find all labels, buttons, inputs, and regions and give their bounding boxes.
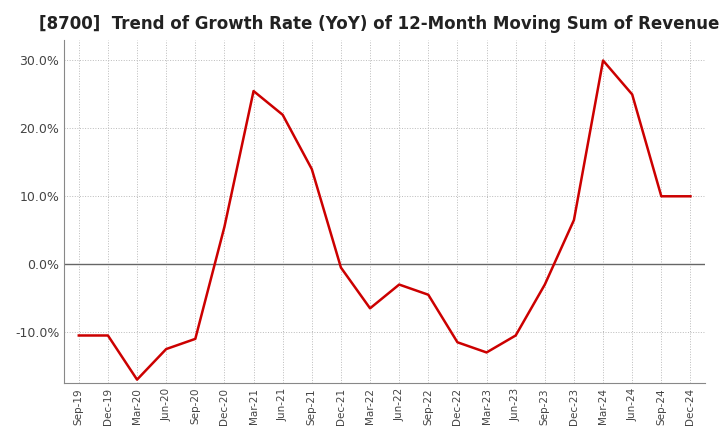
Title: [8700]  Trend of Growth Rate (YoY) of 12-Month Moving Sum of Revenues: [8700] Trend of Growth Rate (YoY) of 12-… — [40, 15, 720, 33]
